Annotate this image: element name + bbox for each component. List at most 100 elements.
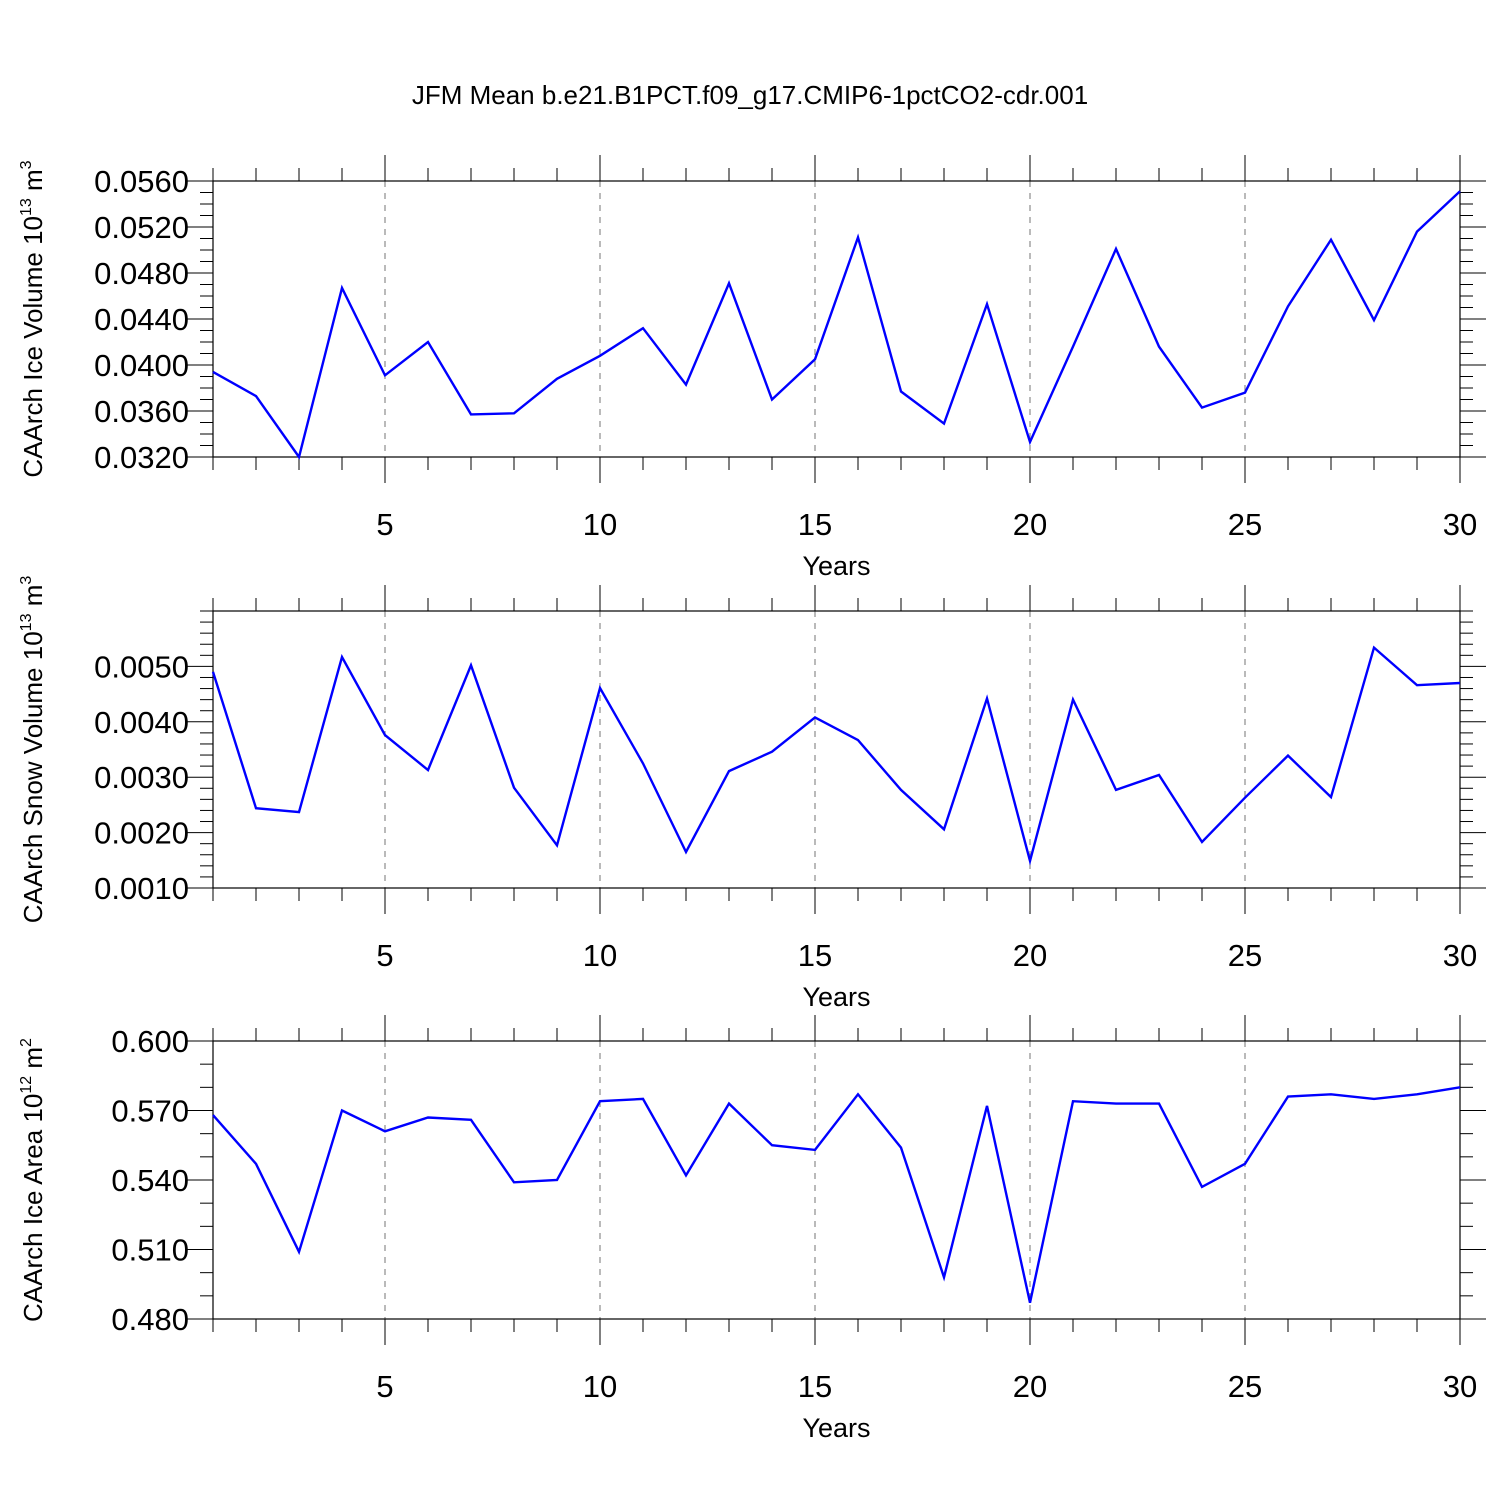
data-point (383, 1129, 387, 1133)
data-point (1243, 1162, 1247, 1166)
x-tick-label: 15 (798, 507, 832, 542)
x-tick-label: 5 (376, 507, 393, 542)
data-point (254, 1162, 258, 1166)
series-line (212, 1086, 1461, 1304)
data-point (770, 1143, 774, 1147)
data-point (856, 738, 860, 742)
y-axis-label-unit-exponent: 2 (18, 1038, 35, 1047)
y-axis-label-unit: m (18, 169, 48, 198)
data-point (770, 398, 774, 402)
data-point (856, 235, 860, 239)
data-point (813, 1148, 817, 1152)
data-point (1114, 1102, 1118, 1106)
data-point (1243, 391, 1247, 395)
data-point (1286, 1095, 1290, 1099)
data-point (856, 1092, 860, 1096)
data-point (684, 850, 688, 854)
data-point (813, 357, 817, 361)
plot-frame (212, 1040, 1461, 1320)
data-point (1329, 795, 1333, 799)
x-tick-label: 30 (1443, 1369, 1477, 1404)
data-point (942, 827, 946, 831)
chart-panel-2: 5 10 15 20 25 30 Years 0.0010 0.0020 0.0030 0.0040… (18, 576, 1486, 1012)
y-tick-label: 0.540 (111, 1163, 189, 1198)
data-point (340, 655, 344, 659)
y-tick-label: 0.0020 (94, 816, 189, 851)
x-axis-label: Years (802, 982, 870, 1012)
data-point (512, 1180, 516, 1184)
x-tick-label: 20 (1013, 507, 1047, 542)
y-tick-label: 0.0010 (94, 871, 189, 906)
y-tick-label: 0.0320 (94, 440, 189, 475)
y-axis-label-unit: m (18, 585, 48, 614)
x-tick-label: 5 (376, 938, 393, 973)
y-axis-label-unit-exponent: 3 (18, 160, 35, 169)
series-line (212, 190, 1461, 460)
data-point (254, 806, 258, 810)
data-point (899, 788, 903, 792)
x-tick-label: 25 (1228, 1369, 1262, 1404)
data-point (727, 281, 731, 285)
y-axis-label-text: CAArch Snow Volume 10 (18, 631, 48, 923)
y-tick-label: 0.0480 (94, 256, 189, 291)
data-point (1071, 698, 1075, 702)
data-point (426, 768, 430, 772)
data-point (297, 455, 301, 459)
data-point (1157, 1102, 1161, 1106)
data-point (297, 1250, 301, 1254)
data-point (899, 1146, 903, 1150)
data-point (1114, 788, 1118, 792)
y-tick-label: 0.0400 (94, 348, 189, 383)
page-title: JFM Mean b.e21.B1PCT.f09_g17.CMIP6-1pctC… (411, 80, 1089, 110)
x-tick-label: 10 (583, 938, 617, 973)
data-point (985, 1104, 989, 1108)
data-point (641, 1097, 645, 1101)
x-tick-label: 30 (1443, 507, 1477, 542)
data-point (1200, 1185, 1204, 1189)
data-point (727, 769, 731, 773)
data-point (426, 1115, 430, 1119)
data-point (1458, 189, 1462, 193)
plot-frame (212, 610, 1461, 889)
y-tick-label: 0.0050 (94, 649, 189, 684)
x-tick-label: 20 (1013, 1369, 1047, 1404)
data-point (555, 377, 559, 381)
data-point (598, 1099, 602, 1103)
data-point (598, 354, 602, 358)
data-point (555, 843, 559, 847)
data-point (1286, 754, 1290, 758)
data-point (1071, 1099, 1075, 1103)
data-point (1329, 1092, 1333, 1096)
y-axis-label-unit: m (18, 1047, 48, 1076)
chart-panel-3: 5 10 15 20 25 30 Years 0.480 0.510 0.540 0.570 0.60… (18, 1015, 1486, 1443)
data-point (469, 1118, 473, 1122)
data-point (211, 670, 215, 674)
data-point (340, 1109, 344, 1113)
y-axis-label-text: CAArch Ice Volume 10 (18, 216, 48, 478)
data-point (770, 750, 774, 754)
data-point (1157, 345, 1161, 349)
data-point (1458, 1085, 1462, 1089)
data-point (1458, 681, 1462, 685)
x-axis-label: Years (802, 1413, 870, 1443)
y-tick-label: 0.0520 (94, 210, 189, 245)
x-tick-label: 25 (1228, 507, 1262, 542)
x-tick-label: 25 (1228, 938, 1262, 973)
data-point (1415, 1092, 1419, 1096)
x-tick-label: 10 (583, 1369, 617, 1404)
x-tick-label: 30 (1443, 938, 1477, 973)
x-tick-label: 5 (376, 1369, 393, 1404)
x-tick-label: 15 (798, 1369, 832, 1404)
data-point (469, 412, 473, 416)
data-point (340, 286, 344, 290)
y-tick-label: 0.0440 (94, 302, 189, 337)
y-tick-label: 0.0030 (94, 760, 189, 795)
data-point (426, 340, 430, 344)
data-point (1028, 859, 1032, 863)
x-tick-label: 10 (583, 507, 617, 542)
y-tick-label: 0.0560 (94, 164, 189, 199)
y-axis-label-text: CAArch Ice Area 10 (18, 1094, 48, 1322)
data-point (512, 411, 516, 415)
x-tick-label: 15 (798, 938, 832, 973)
data-point (1372, 1097, 1376, 1101)
